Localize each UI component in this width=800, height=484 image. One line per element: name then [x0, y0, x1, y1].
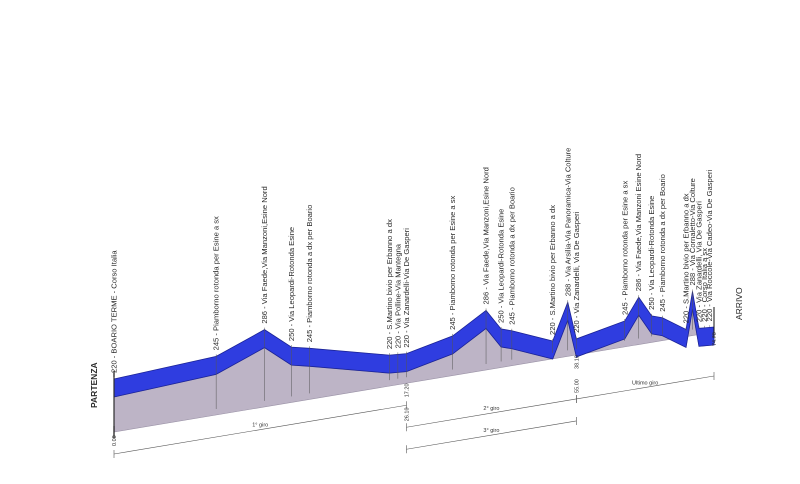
lap-label: 1° giro: [252, 423, 268, 429]
lap-label: 2° giro: [483, 406, 499, 412]
lap-brackets: 1° giro 2° giro 3° giro Ultimo giro: [113, 372, 715, 458]
waypoint-label: 220 - Corso Italia a sx: [700, 248, 709, 322]
waypoint-label: 245 - Piamborno rotonda a dx per Boario: [658, 174, 667, 312]
waypoint-label: 250 - Via Leopardi-Rotonda Esine: [647, 196, 656, 310]
km-marker: 74.70: [712, 332, 718, 346]
lap-bracket-line: [576, 375, 715, 400]
waypoint-label: 288 - Via Arsilia-Via Panoramica-Via Col…: [563, 148, 572, 297]
waypoint-label: 288 - Via Cornaletto-Via Colture: [688, 178, 697, 285]
waypoint-label: 250 - Via Leopardi-Rotonda Esine: [497, 209, 506, 323]
waypoint-label: 286 - Via Faede,Via Manzoni Esine Nord: [634, 154, 643, 291]
km-marker: 17.20: [404, 383, 410, 397]
waypoint-label: 220 - S.Martino bivio per Erbanno a dx: [548, 205, 557, 335]
waypoint-label: 220 - S.Martino bivio per Erbanno a dx: [682, 193, 691, 323]
km-marker: 38.10: [574, 355, 580, 369]
km-marker: 55.00: [574, 379, 580, 393]
waypoint-labels: 220 - BOARIO TERME - Corso Italia 245 - P…: [110, 148, 715, 373]
waypoint-label: 220 - Via Zanardelli, Via De Gasperi: [694, 201, 703, 323]
waypoint-label: 220 - BOARIO TERME - Corso Italia: [110, 250, 119, 373]
waypoint-label: 220 - Via Zanardelli-Via De Gasperi: [402, 228, 411, 348]
finish-label: ARRIVO: [734, 287, 744, 320]
km-marker: 26.10: [404, 407, 410, 421]
waypoint-label: 245 - Piamborno rotonda per Esine a sx: [448, 195, 457, 329]
waypoint-label: 286 - Via Faede,Via Manzoni,Esine Nord: [482, 167, 491, 304]
waypoint-label: 245 - Piamborno rotonda a dx per Boario: [305, 205, 314, 343]
waypoint-label: 220 - Via Zanardelli, Via De Gasperi: [572, 211, 581, 333]
waypoint-label: 220 - Via Polline-Via Mantegna: [393, 243, 402, 348]
waypoint-label: 245 - Piamborno rotonda a dx per Boario: [507, 187, 516, 325]
lap-label: Ultimo giro: [632, 380, 658, 386]
waypoint-label: 245 - Piamborno rotonda per Esine a sx: [212, 216, 221, 350]
waypoint-label: 250 - Via Leopardi-Rotonda Esine: [287, 227, 296, 341]
waypoint-label: 220 - Via Roccole-Via Cadeo-Via De Gaspe…: [705, 170, 714, 322]
km-markers: 0.00 17.20 26.10 38.10 55.00 74.70: [112, 332, 718, 446]
lap-bracket-line: [406, 420, 577, 450]
waypoint-label: 220 - S.Martino bivio per Erbanno a dx: [385, 219, 394, 349]
profile-top-polygon: [113, 291, 715, 398]
lap-label: 3° giro: [483, 428, 499, 434]
waypoint-label: 286 - Via Faede,Via Manzoni,Esine Nord: [260, 186, 269, 323]
start-label: PARTENZA: [89, 362, 99, 408]
lap-bracket-line: [406, 398, 577, 428]
waypoint-label: 245 - Piamborno rotonda per Esine a sx: [620, 181, 629, 315]
drop-lines: [113, 289, 715, 438]
lap-bracket-line: [113, 404, 407, 455]
km-marker: 0.00: [112, 435, 118, 446]
profile-top-band: [113, 291, 715, 398]
